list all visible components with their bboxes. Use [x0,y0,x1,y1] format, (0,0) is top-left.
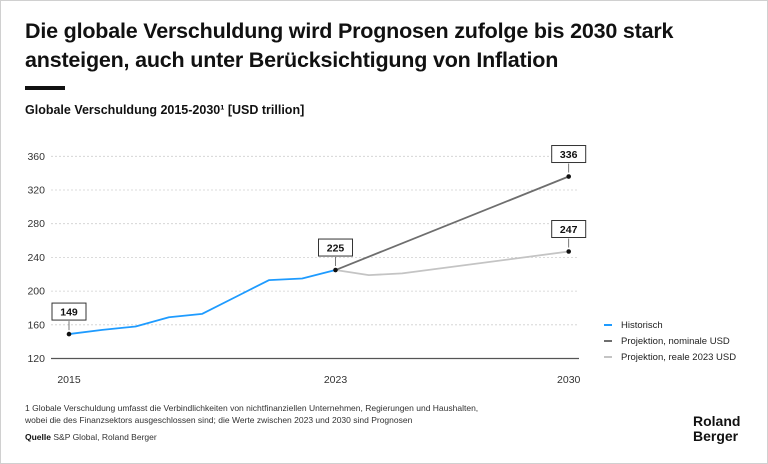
legend-swatch [604,356,612,358]
source-text: S&P Global, Roland Berger [53,432,157,442]
data-point [66,331,72,337]
legend-label: Historisch [621,319,663,331]
logo-line: Roland [693,413,741,429]
legend-item: Historisch [604,317,736,333]
source: Quelle S&P Global, Roland Berger [25,432,157,442]
footnote-line: wobei die des Finanzsektors ausgeschloss… [25,414,413,425]
data-point [333,267,338,273]
data-label: 225 [327,243,345,255]
title-rule [25,86,65,90]
annotation-box [551,220,587,239]
x-tick-label: 2023 [324,374,348,386]
data-point [566,249,571,254]
y-tick-label: 280 [27,218,45,230]
data-label: 247 [560,224,578,236]
footnote: 1 Globale Verschuldung umfasst die Verbi… [25,403,545,426]
series-line [68,269,336,335]
x-tick-label: 2015 [57,374,81,386]
chart-subtitle: Globale Verschuldung 2015-2030¹ [USD tri… [25,103,305,117]
legend-item: Projektion, reale 2023 USD [604,349,736,365]
y-tick-label: 360 [27,151,45,163]
footnote-line: 1 Globale Verschuldung umfasst die Verbi… [25,403,479,413]
data-label: 149 [60,307,78,319]
y-tick-label: 240 [27,252,45,264]
logo-line: Berger [693,428,739,444]
legend: Historisch Projektion, nominale USD Projek… [604,317,736,365]
data-label: 336 [560,149,578,161]
y-tick-label: 320 [27,185,45,197]
legend-item: Projektion, nominale USD [604,333,736,349]
annotation-box [318,238,354,257]
x-tick-label: 2030 [557,374,581,386]
line-chart: 120 160 200 240 280 320 360 2015 2023 2030 149 225 3… [27,145,587,386]
y-tick-label: 200 [27,286,45,298]
roland-berger-logo: Roland Berger [693,414,740,444]
y-tick-label: 160 [27,319,45,331]
page-title: Die globale Verschuldung wird Prognosen … [25,19,674,72]
y-tick-label: 120 [27,353,45,365]
annotation-box [51,302,87,321]
legend-swatch [604,324,612,326]
legend-label: Projektion, nominale USD [621,335,730,347]
series-line [335,250,569,276]
legend-label: Projektion, reale 2023 USD [621,351,737,363]
annotation-box [551,145,587,164]
data-point [566,174,571,179]
legend-swatch [604,340,612,342]
source-label: Quelle [25,432,51,442]
series-line [335,175,570,271]
